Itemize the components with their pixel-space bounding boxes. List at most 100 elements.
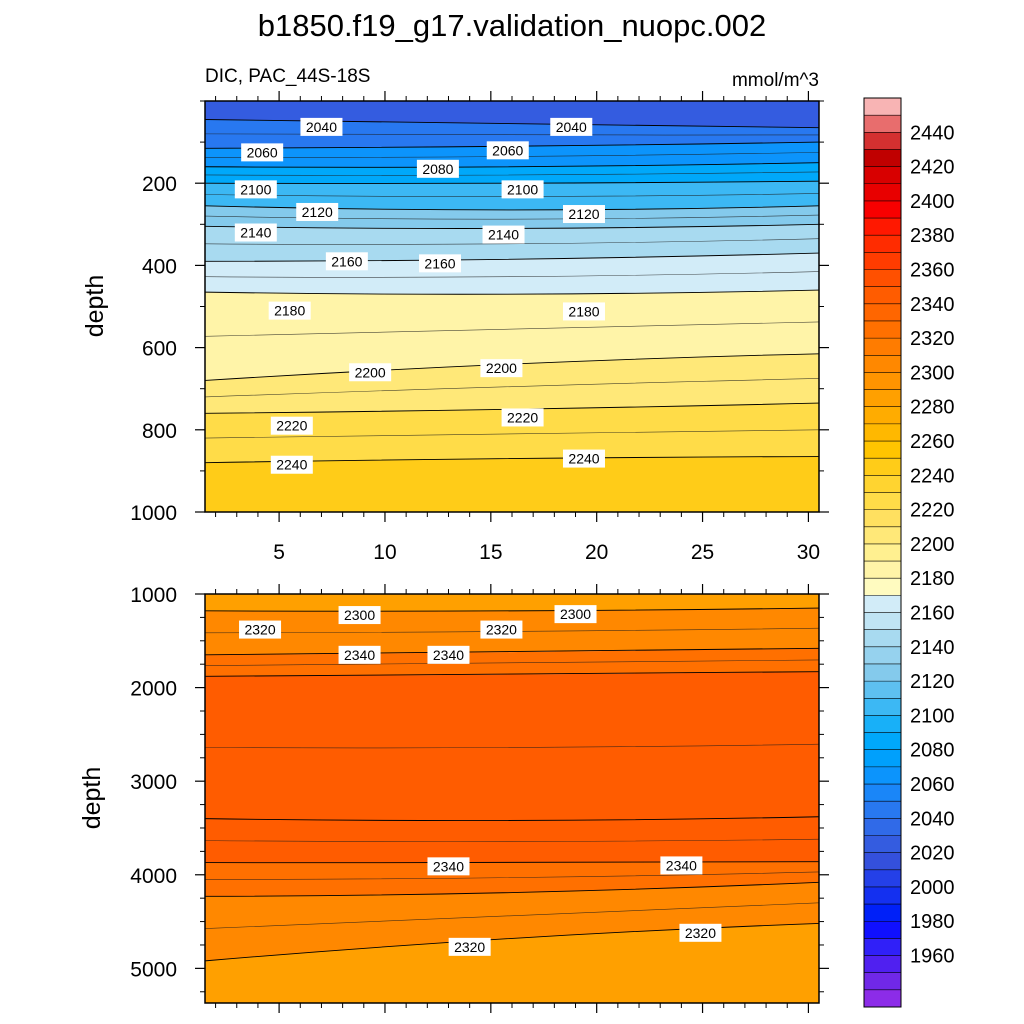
- upper-axes: 200 400 600 800 1000 5 10 15 20 25 30: [130, 91, 829, 564]
- colorbar-label: 2280: [910, 397, 955, 419]
- contour-label: 2040: [556, 119, 587, 135]
- x-tick-label: 5: [273, 541, 285, 564]
- colorbar-swatch: [864, 235, 901, 253]
- lower-contour-labels: 2300 2300 2320 2320 2340 2340 2340 2340 2320 2320: [239, 605, 722, 956]
- contour-label-box: [550, 117, 593, 136]
- colorbar-label: 2120: [910, 671, 955, 693]
- colorbar-label: 2320: [910, 328, 955, 350]
- colorbar-swatch: [864, 252, 901, 270]
- colorbar-swatch: [864, 389, 901, 408]
- colorbar-frame: [863, 97, 902, 1008]
- colorbar-swatch: [864, 766, 901, 785]
- colorbar-swatch: [864, 183, 901, 202]
- contour-label-box: [427, 857, 470, 876]
- contour-label: 2180: [274, 303, 305, 319]
- colorbar-swatch: [864, 698, 901, 716]
- contour-label-box: [427, 645, 470, 664]
- contour-label-box: [416, 159, 459, 178]
- contour-label-box: [349, 363, 392, 382]
- colorbar-swatch: [864, 595, 901, 613]
- contour-label-box: [562, 449, 605, 468]
- colorbar-label: 2400: [910, 191, 955, 213]
- colorbar-swatch: [864, 852, 901, 871]
- x-tick-label: 20: [585, 541, 608, 564]
- colorbar-swatch: [864, 835, 901, 854]
- colorbar-label: 2020: [910, 843, 955, 865]
- colorbar-swatch: [864, 149, 901, 168]
- colorbar-label: 2220: [910, 500, 955, 522]
- contour-label: 2220: [276, 418, 307, 434]
- colorbar-label: 1980: [910, 911, 955, 933]
- contour-label-box: [480, 359, 523, 378]
- colorbar-swatch: [864, 441, 901, 459]
- x-tick-label: 15: [479, 541, 502, 564]
- y-tick-label: 600: [142, 338, 177, 361]
- contour-label: 2240: [276, 457, 307, 473]
- lower-axes: 1000 2000 3000 4000 5000: [130, 584, 829, 1013]
- contour-line: [205, 289, 819, 295]
- contour-label-box: [241, 143, 284, 162]
- colorbar-swatch: [864, 98, 901, 116]
- colorbar-swatch: [864, 886, 901, 905]
- colorbar-label: 2180: [910, 568, 955, 590]
- x-tick-label: 10: [373, 541, 396, 564]
- contour-label-box: [448, 937, 491, 956]
- contour-line: [205, 743, 819, 749]
- contour-line: [205, 861, 819, 864]
- contour-label-box: [419, 254, 462, 273]
- contour-label: 2300: [560, 606, 591, 622]
- colorbar-swatch: [864, 475, 901, 493]
- contour-line: [205, 271, 819, 278]
- y-tick-label: 1000: [130, 502, 177, 525]
- contour-label: 2060: [247, 144, 278, 160]
- colorbar-label: 2080: [910, 740, 955, 762]
- x-tick-label: 25: [691, 541, 714, 564]
- contour-label-box: [501, 408, 544, 427]
- y-tick-label: 3000: [130, 771, 177, 794]
- contour-label-box: [338, 645, 381, 664]
- contour-label: 2320: [685, 925, 716, 941]
- contour-label: 2320: [454, 939, 485, 955]
- contour-label: 2340: [433, 858, 464, 874]
- y-tick-label: 800: [142, 420, 177, 443]
- upper-contour-labels: 2040 2040 2060 2060 2080 2100 2100 2120 2120 2140…: [234, 117, 605, 474]
- contour-line: [205, 252, 819, 262]
- colorbar-swatch: [864, 320, 901, 339]
- colorbar-swatch: [864, 578, 901, 596]
- colorbar-label: 2360: [910, 260, 955, 282]
- contour-label: 2340: [666, 857, 697, 873]
- colorbar-swatch: [864, 115, 901, 133]
- colorbar-swatch: [864, 732, 901, 751]
- contour-label: 2320: [244, 622, 275, 638]
- x-tick-label: 30: [797, 541, 820, 564]
- contour-band: [205, 816, 819, 864]
- colorbar-swatch: [864, 509, 901, 528]
- contour-label-box: [660, 856, 703, 875]
- colorbar-label: 2300: [910, 362, 955, 384]
- contour-band: [205, 671, 819, 821]
- contour-band: [205, 594, 819, 612]
- contour-label: 2100: [507, 181, 538, 197]
- contour-label-box: [480, 620, 523, 639]
- colorbar-swatch: [864, 218, 901, 236]
- contour-label: 2060: [492, 142, 523, 158]
- colorbar-swatch: [864, 921, 901, 939]
- colorbar-label: 2160: [910, 603, 955, 625]
- contour-line: [205, 119, 819, 129]
- colorbar-label: 2240: [910, 465, 955, 487]
- y-tick-label: 4000: [130, 865, 177, 888]
- colorbar: 2440 2420 2400 2380 2360 2340 2320 2300 2280 2260…: [863, 97, 955, 1008]
- upper-ylabel: depth: [81, 275, 109, 338]
- colorbar-label: 2000: [910, 877, 955, 899]
- contour-line: [205, 871, 819, 880]
- lower-fill: [205, 594, 819, 1003]
- colorbar-label: 2100: [910, 705, 955, 727]
- contour-line: [205, 607, 819, 612]
- contour-line: [205, 902, 819, 929]
- contour-line: [205, 171, 819, 176]
- colorbar-label: 2040: [910, 808, 955, 830]
- contour-label-box: [486, 141, 529, 160]
- contour-label: 2040: [306, 119, 337, 135]
